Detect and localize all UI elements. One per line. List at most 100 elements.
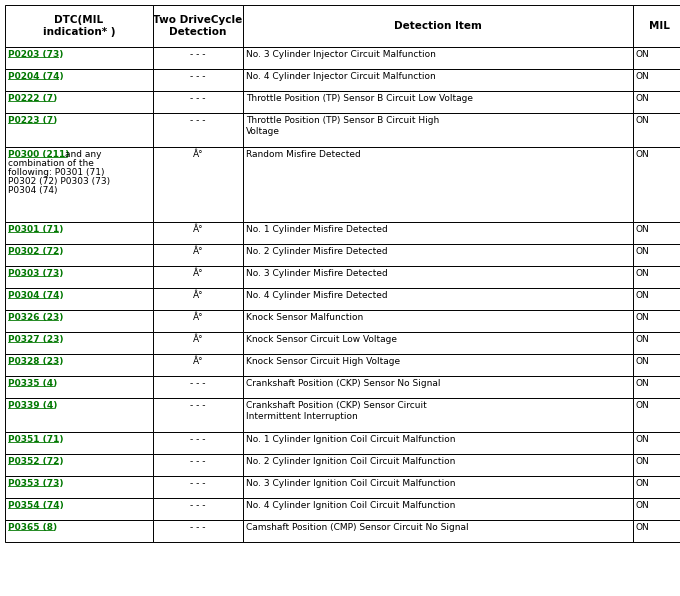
- Text: P0327 (23): P0327 (23): [8, 335, 63, 344]
- Bar: [243, 376, 633, 398]
- Bar: [633, 244, 680, 266]
- Bar: [633, 398, 680, 432]
- Text: Â°: Â°: [192, 150, 203, 159]
- Bar: [633, 91, 680, 113]
- Text: - - -: - - -: [190, 94, 206, 103]
- Bar: [5, 222, 153, 244]
- Text: ON: ON: [636, 457, 650, 466]
- Text: Â°: Â°: [192, 291, 203, 300]
- Bar: [153, 147, 243, 222]
- Text: - - -: - - -: [190, 501, 206, 510]
- Bar: [633, 5, 680, 47]
- Bar: [5, 432, 153, 454]
- Text: ON: ON: [636, 401, 650, 410]
- Bar: [633, 222, 680, 244]
- Text: ON: ON: [636, 50, 650, 59]
- Bar: [153, 432, 243, 454]
- Text: ON: ON: [636, 357, 650, 366]
- Text: Random Misfire Detected: Random Misfire Detected: [246, 150, 361, 159]
- Text: combination of the: combination of the: [8, 159, 94, 168]
- Bar: [243, 398, 633, 432]
- Text: No. 1 Cylinder Misfire Detected: No. 1 Cylinder Misfire Detected: [246, 225, 388, 234]
- Bar: [5, 376, 153, 398]
- Bar: [153, 244, 243, 266]
- Text: P0300 (211): P0300 (211): [8, 150, 69, 159]
- Bar: [633, 113, 680, 147]
- Text: No. 3 Cylinder Ignition Coil Circuit Malfunction: No. 3 Cylinder Ignition Coil Circuit Mal…: [246, 479, 456, 488]
- Text: No. 2 Cylinder Ignition Coil Circuit Malfunction: No. 2 Cylinder Ignition Coil Circuit Mal…: [246, 457, 456, 466]
- Text: Detection Item: Detection Item: [394, 21, 482, 31]
- Bar: [633, 332, 680, 354]
- Text: DTC(MIL
indication* ): DTC(MIL indication* ): [43, 15, 115, 37]
- Bar: [153, 454, 243, 476]
- Text: - - -: - - -: [190, 523, 206, 532]
- Bar: [153, 398, 243, 432]
- Text: Knock Sensor Circuit Low Voltage: Knock Sensor Circuit Low Voltage: [246, 335, 397, 344]
- Text: - - -: - - -: [190, 50, 206, 59]
- Bar: [153, 5, 243, 47]
- Bar: [633, 498, 680, 520]
- Bar: [153, 47, 243, 69]
- Text: P0301 (71): P0301 (71): [8, 225, 63, 234]
- Bar: [633, 476, 680, 498]
- Text: P0302 (72): P0302 (72): [8, 247, 63, 256]
- Bar: [5, 476, 153, 498]
- Bar: [633, 376, 680, 398]
- Bar: [153, 476, 243, 498]
- Text: P0335 (4): P0335 (4): [8, 379, 57, 388]
- Bar: [633, 266, 680, 288]
- Text: No. 3 Cylinder Misfire Detected: No. 3 Cylinder Misfire Detected: [246, 269, 388, 278]
- Bar: [153, 69, 243, 91]
- Text: Camshaft Position (CMP) Sensor Circuit No Signal: Camshaft Position (CMP) Sensor Circuit N…: [246, 523, 469, 532]
- Bar: [243, 310, 633, 332]
- Text: Â°: Â°: [192, 225, 203, 234]
- Text: - - -: - - -: [190, 72, 206, 81]
- Text: ON: ON: [636, 247, 650, 256]
- Bar: [633, 310, 680, 332]
- Bar: [153, 310, 243, 332]
- Text: and any: and any: [65, 150, 102, 159]
- Bar: [243, 244, 633, 266]
- Bar: [243, 266, 633, 288]
- Bar: [633, 288, 680, 310]
- Bar: [5, 266, 153, 288]
- Text: ON: ON: [636, 225, 650, 234]
- Text: ON: ON: [636, 379, 650, 388]
- Bar: [243, 454, 633, 476]
- Bar: [633, 520, 680, 542]
- Bar: [5, 332, 153, 354]
- Bar: [5, 91, 153, 113]
- Bar: [153, 354, 243, 376]
- Text: P0302 (72) P0303 (73): P0302 (72) P0303 (73): [8, 177, 110, 187]
- Bar: [153, 332, 243, 354]
- Text: MIL: MIL: [649, 21, 669, 31]
- Text: ON: ON: [636, 291, 650, 300]
- Bar: [243, 432, 633, 454]
- Text: ON: ON: [636, 313, 650, 322]
- Text: No. 4 Cylinder Ignition Coil Circuit Malfunction: No. 4 Cylinder Ignition Coil Circuit Mal…: [246, 501, 456, 510]
- Text: P0352 (72): P0352 (72): [8, 457, 63, 466]
- Bar: [243, 332, 633, 354]
- Bar: [243, 288, 633, 310]
- Bar: [243, 113, 633, 147]
- Text: P0304 (74): P0304 (74): [8, 187, 58, 195]
- Text: No. 4 Cylinder Injector Circuit Malfunction: No. 4 Cylinder Injector Circuit Malfunct…: [246, 72, 436, 81]
- Text: No. 2 Cylinder Misfire Detected: No. 2 Cylinder Misfire Detected: [246, 247, 388, 256]
- Text: - - -: - - -: [190, 457, 206, 466]
- Text: No. 1 Cylinder Ignition Coil Circuit Malfunction: No. 1 Cylinder Ignition Coil Circuit Mal…: [246, 435, 456, 444]
- Text: ON: ON: [636, 523, 650, 532]
- Text: Â°: Â°: [192, 313, 203, 322]
- Bar: [633, 147, 680, 222]
- Text: Crankshaft Position (CKP) Sensor Circuit
Intermittent Interruption: Crankshaft Position (CKP) Sensor Circuit…: [246, 401, 427, 421]
- Text: P0339 (4): P0339 (4): [8, 401, 57, 410]
- Text: - - -: - - -: [190, 435, 206, 444]
- Bar: [5, 454, 153, 476]
- Bar: [633, 454, 680, 476]
- Text: P0365 (8): P0365 (8): [8, 523, 57, 532]
- Bar: [5, 69, 153, 91]
- Text: - - -: - - -: [190, 401, 206, 410]
- Text: Â°: Â°: [192, 269, 203, 278]
- Bar: [5, 113, 153, 147]
- Bar: [243, 47, 633, 69]
- Bar: [5, 5, 153, 47]
